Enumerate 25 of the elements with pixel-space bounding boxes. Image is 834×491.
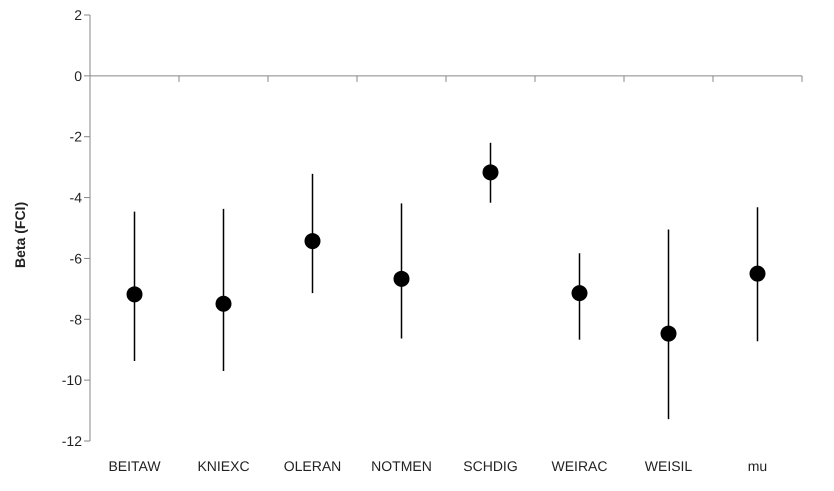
y-axis-title: Beta (FCI)	[12, 202, 28, 268]
y-tick-label: 0	[74, 68, 82, 84]
point	[394, 270, 410, 287]
y-tick-label: -12	[62, 432, 82, 449]
point	[482, 164, 498, 180]
x-tick-label: mu	[748, 458, 768, 474]
y-tick-label: -8	[70, 311, 82, 328]
y-tick-label: -6	[70, 250, 82, 266]
y-tick-label: 2	[74, 6, 82, 23]
x-tick-label: WEIRAC	[552, 458, 608, 474]
point	[572, 285, 588, 302]
y-tick-label: -2	[70, 128, 82, 145]
point	[660, 326, 676, 342]
x-tick-label: BEITAW	[108, 458, 162, 474]
point	[216, 296, 232, 312]
point	[304, 233, 320, 250]
x-tick-label: NOTMEN	[371, 458, 432, 474]
point	[126, 286, 142, 302]
x-tick-label: SCHDIG	[463, 458, 518, 474]
x-tick-label: WEISIL	[644, 458, 692, 474]
x-tick-label: OLERAN	[284, 458, 342, 474]
y-tick-label: -10	[62, 372, 82, 388]
point	[750, 266, 766, 282]
y-tick-label: -4	[70, 190, 82, 206]
x-tick-label: KNIEXC	[197, 458, 250, 474]
